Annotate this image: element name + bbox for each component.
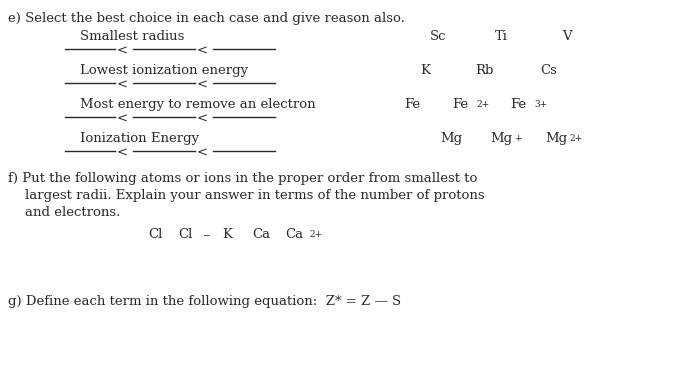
Text: Rb: Rb xyxy=(475,64,493,77)
Text: 2+: 2+ xyxy=(569,134,582,143)
Text: <: < xyxy=(117,147,128,160)
Text: Cs: Cs xyxy=(540,64,557,77)
Text: Fe: Fe xyxy=(404,98,420,111)
Text: Smallest radius: Smallest radius xyxy=(80,30,184,43)
Text: +: + xyxy=(514,134,522,143)
Text: Lowest ionization energy: Lowest ionization energy xyxy=(80,64,248,77)
Text: −: − xyxy=(202,230,209,239)
Text: V: V xyxy=(562,30,572,43)
Text: and electrons.: and electrons. xyxy=(25,206,120,219)
Text: Cl: Cl xyxy=(178,228,193,241)
Text: Mg: Mg xyxy=(490,132,512,145)
Text: Mg: Mg xyxy=(440,132,462,145)
Text: <: < xyxy=(117,45,128,58)
Text: Sc: Sc xyxy=(430,30,447,43)
Text: <: < xyxy=(117,79,128,92)
Text: Mg: Mg xyxy=(545,132,567,145)
Text: Ca: Ca xyxy=(252,228,270,241)
Text: Fe: Fe xyxy=(510,98,526,111)
Text: <: < xyxy=(197,45,208,58)
Text: f) Put the following atoms or ions in the proper order from smallest to: f) Put the following atoms or ions in th… xyxy=(8,172,477,185)
Text: Ca: Ca xyxy=(285,228,303,241)
Text: Ti: Ti xyxy=(495,30,508,43)
Text: largest radii. Explain your answer in terms of the number of protons: largest radii. Explain your answer in te… xyxy=(25,189,484,202)
Text: 2+: 2+ xyxy=(476,100,489,109)
Text: 2+: 2+ xyxy=(309,230,322,239)
Text: Fe: Fe xyxy=(452,98,468,111)
Text: e) Select the best choice in each case and give reason also.: e) Select the best choice in each case a… xyxy=(8,12,405,25)
Text: K: K xyxy=(222,228,232,241)
Text: 3+: 3+ xyxy=(534,100,547,109)
Text: Ionization Energy: Ionization Energy xyxy=(80,132,199,145)
Text: Cl: Cl xyxy=(148,228,162,241)
Text: <: < xyxy=(117,113,128,126)
Text: K: K xyxy=(420,64,430,77)
Text: <: < xyxy=(197,79,208,92)
Text: Most energy to remove an electron: Most energy to remove an electron xyxy=(80,98,316,111)
Text: <: < xyxy=(197,147,208,160)
Text: <: < xyxy=(197,113,208,126)
Text: g) Define each term in the following equation:  Z* = Z — S: g) Define each term in the following equ… xyxy=(8,295,401,308)
